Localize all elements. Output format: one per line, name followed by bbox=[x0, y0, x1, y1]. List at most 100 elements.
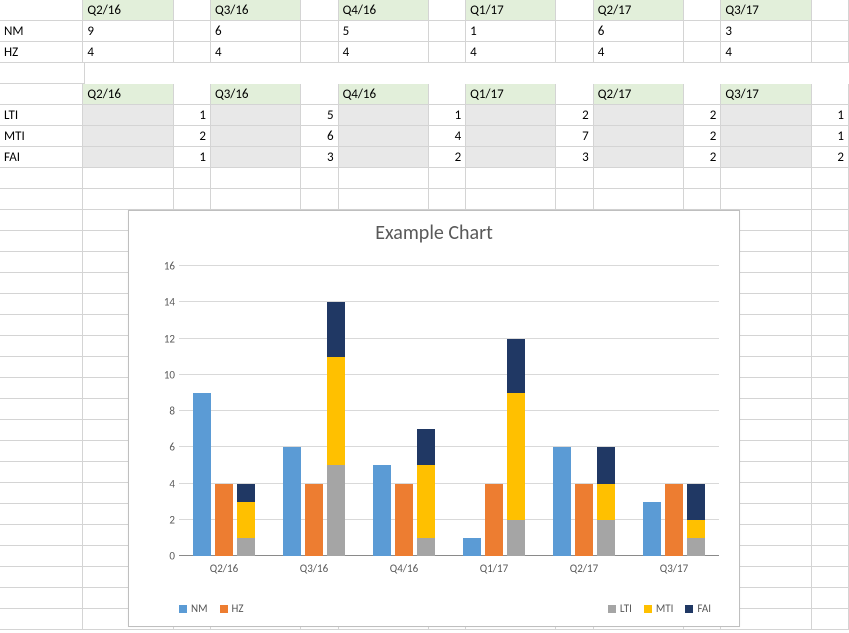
table1-header[interactable]: Q1/17 bbox=[466, 0, 556, 21]
cell-spacer[interactable] bbox=[721, 105, 811, 126]
cell[interactable] bbox=[812, 231, 849, 252]
table2-value[interactable]: 1 bbox=[812, 126, 849, 147]
chart-container[interactable]: Example Chart 0246810121416Q2/16Q3/16Q4/… bbox=[128, 210, 740, 627]
table1-value[interactable]: 4 bbox=[211, 42, 301, 63]
cell[interactable] bbox=[812, 252, 849, 273]
cell[interactable] bbox=[429, 189, 466, 210]
table2-header[interactable]: Q3/17 bbox=[721, 84, 811, 105]
cell[interactable] bbox=[339, 189, 429, 210]
cell[interactable] bbox=[0, 273, 83, 294]
table1-value[interactable]: 4 bbox=[594, 42, 684, 63]
cell[interactable] bbox=[812, 525, 849, 546]
table1-value[interactable]: 5 bbox=[339, 21, 429, 42]
cell[interactable] bbox=[812, 462, 849, 483]
table2-header[interactable]: Q2/17 bbox=[594, 84, 684, 105]
cell[interactable] bbox=[812, 504, 849, 525]
cell[interactable] bbox=[0, 336, 83, 357]
cell[interactable] bbox=[429, 21, 466, 42]
table2-value[interactable]: 6 bbox=[301, 126, 338, 147]
cell[interactable] bbox=[812, 441, 849, 462]
table2-rowlabel[interactable]: MTI bbox=[0, 126, 83, 147]
cell[interactable] bbox=[174, 168, 211, 189]
cell[interactable] bbox=[812, 378, 849, 399]
cell[interactable] bbox=[812, 315, 849, 336]
cell[interactable] bbox=[0, 462, 83, 483]
cell[interactable] bbox=[812, 420, 849, 441]
cell[interactable] bbox=[556, 0, 593, 21]
cell-spacer[interactable] bbox=[721, 126, 811, 147]
cell[interactable] bbox=[429, 84, 466, 105]
cell[interactable] bbox=[174, 21, 211, 42]
cell[interactable] bbox=[0, 84, 83, 105]
cell[interactable] bbox=[684, 189, 721, 210]
table1-value[interactable]: 6 bbox=[211, 21, 301, 42]
table1-rowlabel[interactable]: HZ bbox=[0, 42, 83, 63]
cell-spacer[interactable] bbox=[594, 105, 684, 126]
cell[interactable] bbox=[301, 189, 338, 210]
cell-spacer[interactable] bbox=[339, 105, 429, 126]
cell[interactable] bbox=[0, 0, 83, 21]
cell[interactable] bbox=[301, 42, 338, 63]
table1-header[interactable]: Q3/17 bbox=[721, 0, 811, 21]
cell[interactable] bbox=[556, 189, 593, 210]
cell[interactable] bbox=[812, 336, 849, 357]
cell[interactable] bbox=[0, 63, 85, 84]
cell[interactable] bbox=[684, 0, 721, 21]
cell[interactable] bbox=[174, 84, 211, 105]
cell[interactable] bbox=[0, 168, 83, 189]
cell[interactable] bbox=[211, 168, 301, 189]
cell[interactable] bbox=[556, 84, 593, 105]
cell-spacer[interactable] bbox=[211, 126, 301, 147]
table2-value[interactable]: 3 bbox=[301, 147, 338, 168]
cell[interactable] bbox=[174, 189, 211, 210]
cell[interactable] bbox=[812, 399, 849, 420]
table2-value[interactable]: 2 bbox=[684, 147, 721, 168]
cell[interactable] bbox=[83, 189, 173, 210]
cell[interactable] bbox=[684, 168, 721, 189]
table2-value[interactable]: 4 bbox=[429, 126, 466, 147]
cell-spacer[interactable] bbox=[211, 147, 301, 168]
cell[interactable] bbox=[812, 588, 849, 609]
table1-value[interactable]: 6 bbox=[594, 21, 684, 42]
cell[interactable] bbox=[0, 588, 83, 609]
cell[interactable] bbox=[0, 357, 83, 378]
cell[interactable] bbox=[812, 0, 849, 21]
cell[interactable] bbox=[812, 168, 849, 189]
table2-value[interactable]: 1 bbox=[174, 105, 211, 126]
table2-value[interactable]: 2 bbox=[812, 147, 849, 168]
cell[interactable] bbox=[721, 168, 811, 189]
cell[interactable] bbox=[812, 546, 849, 567]
cell[interactable] bbox=[0, 294, 83, 315]
cell[interactable] bbox=[339, 168, 429, 189]
table1-value[interactable]: 4 bbox=[466, 42, 556, 63]
cell[interactable] bbox=[429, 0, 466, 21]
cell[interactable] bbox=[0, 483, 83, 504]
cell[interactable] bbox=[812, 609, 849, 630]
cell[interactable] bbox=[556, 168, 593, 189]
cell[interactable] bbox=[812, 210, 849, 231]
cell[interactable] bbox=[812, 483, 849, 504]
table2-value[interactable]: 2 bbox=[684, 126, 721, 147]
table1-value[interactable]: 4 bbox=[339, 42, 429, 63]
cell[interactable] bbox=[0, 315, 83, 336]
table2-rowlabel[interactable]: FAI bbox=[0, 147, 83, 168]
cell[interactable] bbox=[301, 168, 338, 189]
table2-value[interactable]: 3 bbox=[556, 147, 593, 168]
table2-value[interactable]: 2 bbox=[556, 105, 593, 126]
table2-value[interactable]: 7 bbox=[556, 126, 593, 147]
table2-rowlabel[interactable]: LTI bbox=[0, 105, 83, 126]
table1-rowlabel[interactable]: NM bbox=[0, 21, 83, 42]
table2-header[interactable]: Q1/17 bbox=[466, 84, 556, 105]
cell[interactable] bbox=[0, 504, 83, 525]
cell[interactable] bbox=[0, 567, 83, 588]
cell[interactable] bbox=[301, 21, 338, 42]
cell[interactable] bbox=[0, 252, 83, 273]
cell[interactable] bbox=[301, 84, 338, 105]
cell-spacer[interactable] bbox=[594, 126, 684, 147]
cell[interactable] bbox=[684, 84, 721, 105]
cell[interactable] bbox=[0, 189, 83, 210]
cell[interactable] bbox=[83, 168, 173, 189]
cell[interactable] bbox=[211, 189, 301, 210]
table1-header[interactable]: Q2/16 bbox=[83, 0, 173, 21]
cell[interactable] bbox=[812, 189, 849, 210]
